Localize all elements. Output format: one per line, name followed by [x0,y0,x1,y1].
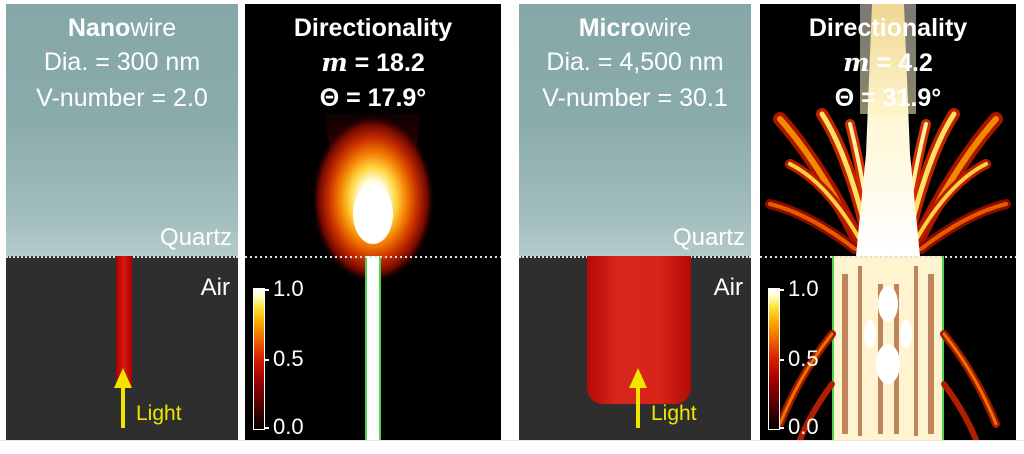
bottom-divider [0,440,1024,441]
directionality-title: Directionality [808,14,968,42]
colorbar-tick [264,427,269,429]
light-label: Light [136,402,182,425]
nanowire-field-map [245,114,501,440]
colorbar-min-label: 0.0 [273,414,304,439]
microwire-schematic-panel: Microwire Dia. = 4,500 nm V-number = 30.… [519,4,751,440]
light-arrow-icon [629,368,647,428]
quartz-region [6,4,238,256]
quartz-region [519,4,751,256]
nanowire [116,256,132,388]
colorbar-min-label: 0.0 [788,414,819,439]
colorbar-mid-label: 0.5 [273,346,304,371]
theta-label: Θ = 17.9° [319,84,427,112]
m-value-label: m = 18.2 [321,48,425,77]
theta-label: Θ = 31.9° [834,84,942,112]
colorbar-tick [779,289,784,291]
colorbar-tick [779,359,784,361]
colorbar-tick [264,289,269,291]
panel-title: Nanowire [67,14,177,42]
diameter-label: Dia. = 300 nm [43,48,201,76]
air-label: Air [713,274,743,301]
light-arrow-icon [114,368,132,428]
nanowire-schematic-panel: Nanowire Dia. = 300 nm V-number = 2.0 Qu… [6,4,238,440]
light-label: Light [651,402,697,425]
colorbar-tick [779,427,784,429]
quartz-label: Quartz [159,224,232,251]
vnumber-label: V-number = 30.1 [542,84,728,112]
panel-title: Microwire [578,14,692,42]
directionality-title: Directionality [293,14,453,42]
vnumber-label: V-number = 2.0 [36,84,208,112]
colorbar-mid-label: 0.5 [788,346,819,371]
diameter-label: Dia. = 4,500 nm [546,48,724,76]
colorbar-max-label: 1.0 [273,276,304,301]
colorbar-max-label: 1.0 [788,276,819,301]
microwire-field-panel: Directionality m = 4.2 Θ = 31.9° 1.0 0.5… [760,4,1016,440]
nanowire-field-panel: Directionality m = 18.2 Θ = 17.9° 1.0 0.… [245,4,501,440]
quartz-label: Quartz [672,224,745,251]
microwire-field-map [760,4,1016,440]
m-value-label: m = 4.2 [843,48,933,77]
colorbar-tick [264,359,269,361]
air-label: Air [200,274,230,301]
